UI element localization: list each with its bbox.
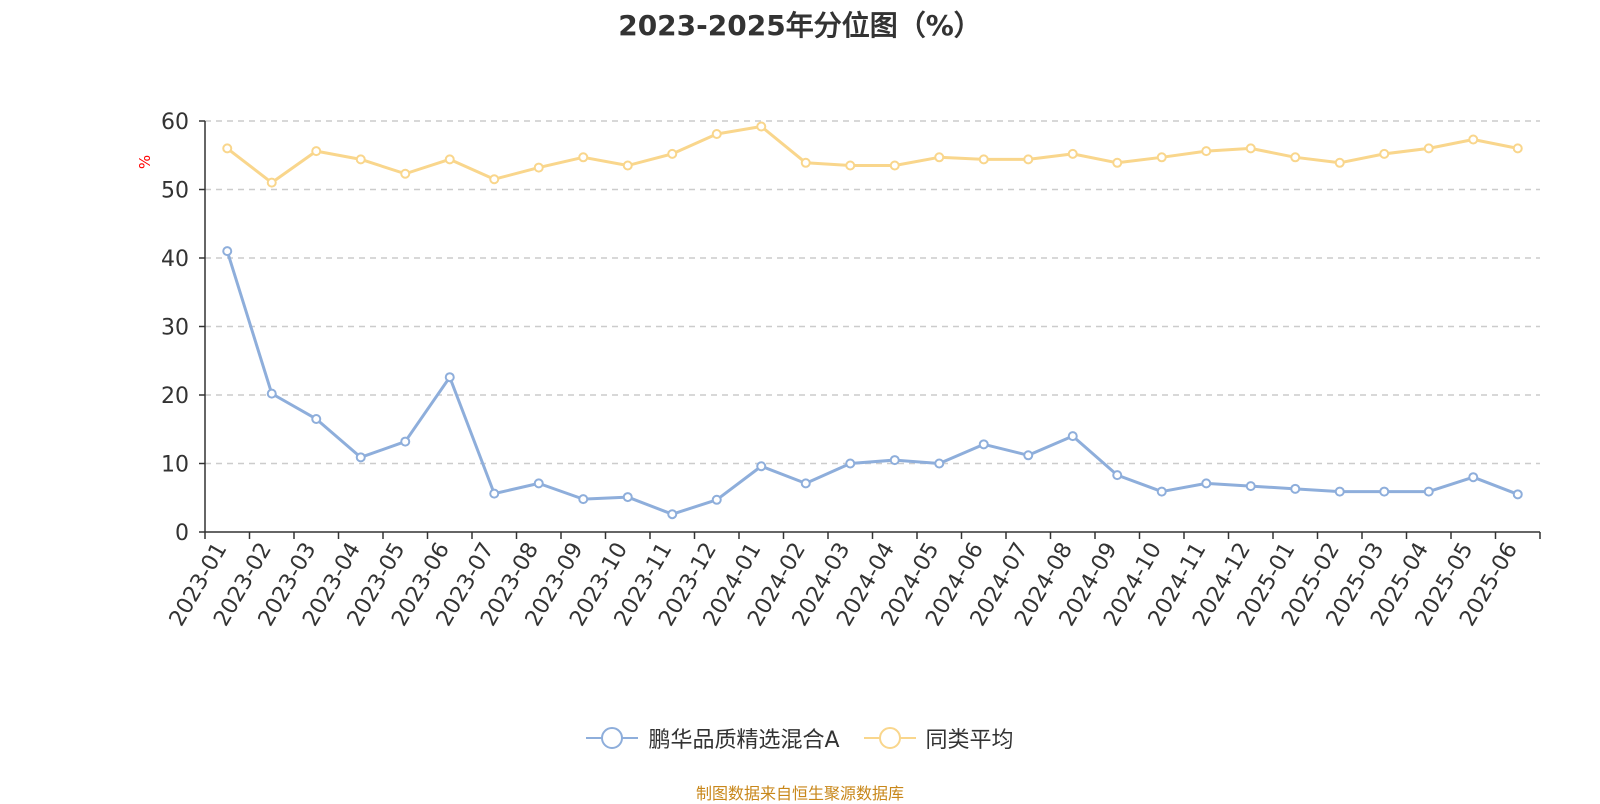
chart-title: 2023-2025年分位图（%） [618,9,982,42]
data-point-series-1 [355,452,366,463]
data-point-series-2 [889,160,900,171]
data-point-series-1 [578,494,589,505]
data-point-series-2 [667,148,678,159]
data-point-series-2 [444,154,455,165]
data-point-series-1 [444,372,455,383]
data-point-series-1 [711,494,722,505]
data-point-series-2 [222,143,233,154]
y-tick-label: 60 [161,110,189,135]
data-point-series-2 [845,160,856,171]
data-point-series-1 [1112,470,1123,481]
data-point-series-1 [222,246,233,257]
data-point-series-1 [667,509,678,520]
data-point-series-2 [1468,134,1479,145]
data-point-series-1 [1379,486,1390,497]
y-tick-label: 40 [161,247,189,272]
data-point-series-2 [1023,154,1034,165]
data-point-series-2 [622,160,633,171]
data-point-series-1 [1156,486,1167,497]
y-tick-label: 0 [175,521,189,546]
series-line-1 [225,250,1519,516]
data-point-series-1 [400,436,411,447]
legend-label-series-1: 鹏华品质精选混合A [648,728,840,753]
data-point-series-2 [1245,143,1256,154]
chart-legend: 鹏华品质精选混合A 同类平均 [0,721,1600,755]
data-point-series-2 [400,168,411,179]
data-point-series-2 [489,174,500,185]
data-point-series-2 [1334,157,1345,168]
legend-item-series-2[interactable]: 同类平均 [863,722,1014,754]
data-point-series-1 [1023,450,1034,461]
data-point-series-1 [489,488,500,499]
data-point-series-2 [978,154,989,165]
source-note: 制图数据来自恒生聚源数据库 [695,784,904,803]
data-point-series-2 [800,157,811,168]
data-point-series-2 [311,146,322,157]
data-point-series-2 [711,129,722,140]
data-point-series-1 [845,458,856,469]
y-tick-label: 50 [161,179,189,204]
data-point-series-2 [266,177,277,188]
data-point-series-1 [266,388,277,399]
data-point-series-1 [889,455,900,466]
data-point-series-1 [978,439,989,450]
data-point-series-2 [1290,152,1301,163]
data-point-series-1 [800,478,811,489]
data-point-series-2 [355,154,366,165]
data-point-series-1 [533,478,544,489]
data-point-series-2 [756,121,767,132]
data-point-series-2 [1112,157,1123,168]
data-point-series-1 [1423,486,1434,497]
data-point-series-1 [1290,483,1301,494]
data-point-series-2 [934,152,945,163]
legend-label-series-2: 同类平均 [925,728,1014,753]
y-axis-title: % [136,155,154,169]
data-point-series-1 [622,492,633,503]
data-point-series-1 [1067,431,1078,442]
y-tick-label: 10 [161,453,189,478]
data-point-series-1 [934,458,945,469]
data-point-series-1 [756,461,767,472]
data-point-series-2 [1379,148,1390,159]
data-point-series-1 [1468,472,1479,483]
data-point-series-2 [578,152,589,163]
data-point-series-2 [1201,146,1212,157]
data-point-series-2 [1423,143,1434,154]
y-tick-label: 30 [161,316,189,341]
legend-marker-series-1 [586,727,639,749]
series-line-2 [226,124,1519,185]
legend-item-series-1[interactable]: 鹏华品质精选混合A [586,722,840,754]
data-point-series-1 [1201,478,1212,489]
data-point-series-1 [1245,481,1256,492]
data-point-series-2 [1067,148,1078,159]
data-point-series-1 [1512,489,1523,500]
data-point-series-1 [1334,486,1345,497]
data-point-series-2 [1512,143,1523,154]
legend-marker-series-2 [863,727,916,749]
data-point-series-2 [533,162,544,173]
data-point-series-2 [1156,152,1167,163]
y-tick-label: 20 [161,384,189,409]
data-point-series-1 [311,413,322,424]
